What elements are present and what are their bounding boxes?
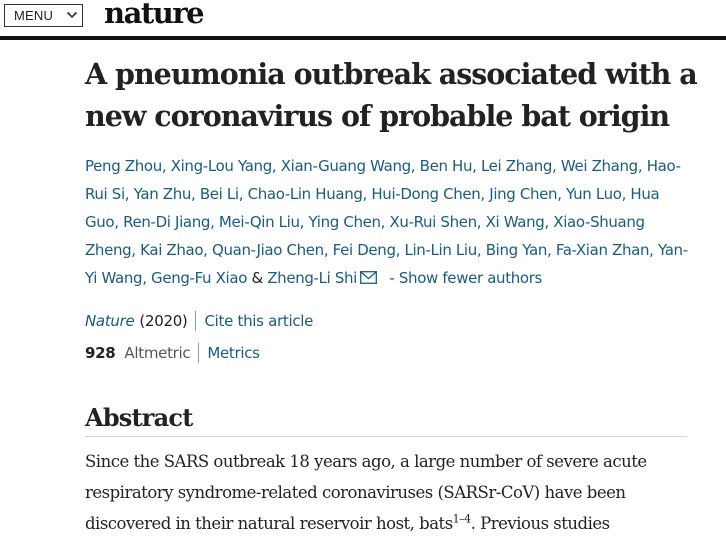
abstract-text-part2: . Previous studies: [470, 514, 610, 533]
abstract-text: Since the SARS outbreak 18 years ago, a …: [85, 446, 685, 539]
author-ampersand: &: [251, 269, 263, 287]
separator: [198, 343, 200, 363]
abstract-heading: Abstract: [85, 403, 193, 432]
nature-logo[interactable]: nature: [104, 0, 205, 30]
citation-superscript[interactable]: 1–4: [452, 512, 472, 526]
chevron-down-icon: [66, 11, 78, 19]
separator: [195, 311, 197, 331]
abstract-divider: [85, 436, 687, 437]
journal-name[interactable]: Nature: [85, 312, 135, 330]
menu-button[interactable]: MENU: [4, 4, 83, 27]
article-title: A pneumonia outbreak associated with a n…: [85, 57, 698, 133]
altmetric-count: 928: [85, 344, 116, 362]
altmetric-label: Altmetric: [124, 344, 191, 362]
top-bar: MENU nature: [0, 0, 726, 36]
metrics-link[interactable]: Metrics: [207, 344, 260, 362]
mail-icon[interactable]: [360, 271, 377, 284]
article-metrics: 928 Altmetric Metrics: [85, 341, 260, 365]
corresponding-author[interactable]: Zheng-Li Shi: [267, 269, 357, 287]
menu-label: MENU: [14, 8, 54, 23]
header-divider: [0, 36, 726, 40]
abstract-text-part1: Since the SARS outbreak 18 years ago, a …: [85, 452, 647, 533]
author-names[interactable]: Peng Zhou, Xing-Lou Yang, Xian-Guang Wan…: [85, 157, 688, 287]
cite-article-link[interactable]: Cite this article: [204, 312, 314, 330]
publication-year: (2020): [139, 312, 188, 330]
show-fewer-authors-link[interactable]: - Show fewer authors: [389, 269, 543, 287]
journal-info: Nature (2020) Cite this article: [85, 309, 313, 333]
author-list: Peng Zhou, Xing-Lou Yang, Xian-Guang Wan…: [85, 152, 690, 292]
